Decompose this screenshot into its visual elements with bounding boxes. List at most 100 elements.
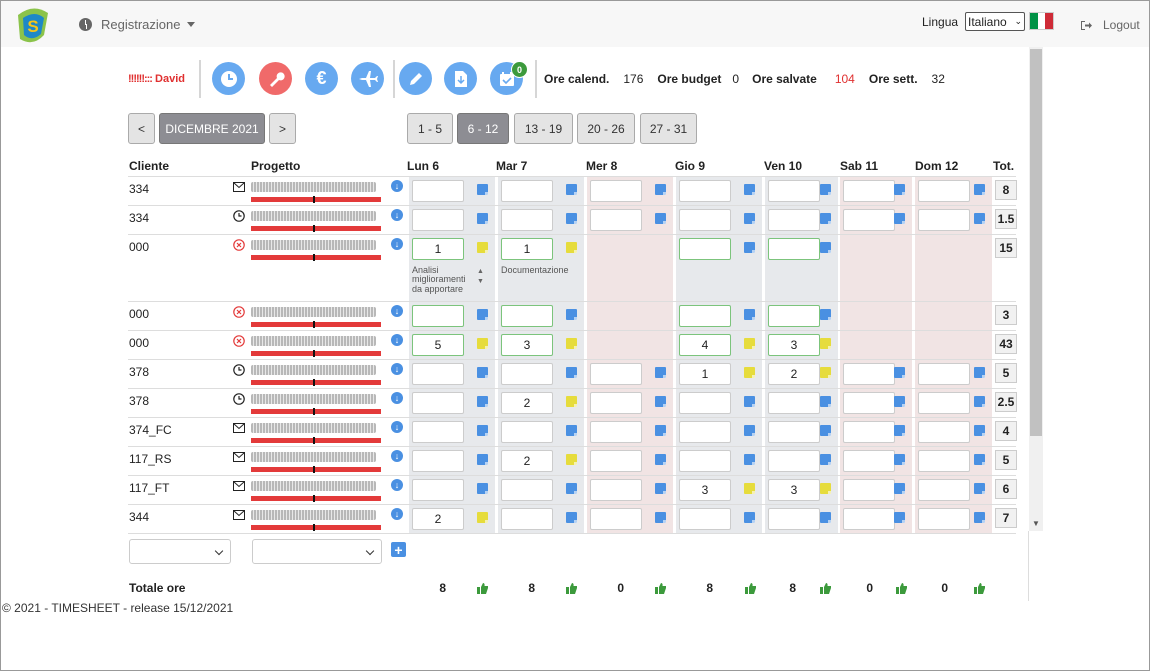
progetto-select[interactable] <box>252 539 382 564</box>
note-icon[interactable] <box>477 338 488 349</box>
hours-input[interactable]: 1 <box>412 238 464 260</box>
hours-input[interactable] <box>918 363 970 385</box>
note-icon[interactable] <box>974 213 985 224</box>
hours-input[interactable]: 5 <box>412 334 464 356</box>
note-icon[interactable] <box>566 425 577 436</box>
expand-down-icon[interactable]: ↓ <box>391 392 403 404</box>
hours-input[interactable] <box>843 508 895 530</box>
hours-input[interactable] <box>768 508 820 530</box>
hours-input[interactable]: 1 <box>679 363 731 385</box>
hours-input[interactable]: 2 <box>501 392 553 414</box>
hours-input[interactable] <box>412 209 464 231</box>
scroll-down-icon[interactable]: ▼ <box>1032 519 1040 528</box>
note-icon[interactable] <box>894 396 905 407</box>
note-icon[interactable] <box>820 184 831 195</box>
hours-input[interactable] <box>918 392 970 414</box>
note-icon[interactable] <box>477 483 488 494</box>
note-icon[interactable] <box>566 454 577 465</box>
note-icon[interactable] <box>974 512 985 523</box>
note-icon[interactable] <box>744 242 755 253</box>
hours-input[interactable] <box>412 363 464 385</box>
note-icon[interactable] <box>974 483 985 494</box>
note-icon[interactable] <box>566 512 577 523</box>
hours-input[interactable] <box>679 392 731 414</box>
expand-down-icon[interactable]: ↓ <box>391 421 403 433</box>
hours-input[interactable] <box>768 450 820 472</box>
note-icon[interactable] <box>744 338 755 349</box>
note-icon[interactable] <box>894 512 905 523</box>
note-icon[interactable] <box>820 425 831 436</box>
hours-input[interactable] <box>501 209 553 231</box>
hours-input[interactable]: 3 <box>679 479 731 501</box>
hours-input[interactable]: 2 <box>501 450 553 472</box>
expand-down-icon[interactable]: ↓ <box>391 238 403 250</box>
hours-input[interactable]: 2 <box>412 508 464 530</box>
hours-input[interactable] <box>679 209 731 231</box>
hours-input[interactable] <box>843 479 895 501</box>
note-icon[interactable] <box>655 184 666 195</box>
note-spinner-icon[interactable]: ▲ ▼ <box>477 268 484 285</box>
note-icon[interactable] <box>744 483 755 494</box>
week-button[interactable]: 27 - 31 <box>640 113 697 144</box>
expand-down-icon[interactable]: ↓ <box>391 450 403 462</box>
hours-input[interactable] <box>590 180 642 202</box>
note-icon[interactable] <box>566 184 577 195</box>
scrollbar-thumb[interactable] <box>1030 49 1042 436</box>
note-icon[interactable] <box>894 454 905 465</box>
note-icon[interactable] <box>894 367 905 378</box>
week-button-active[interactable]: 6 - 12 <box>457 113 509 144</box>
hours-input[interactable] <box>918 180 970 202</box>
note-icon[interactable] <box>974 454 985 465</box>
hours-input[interactable] <box>590 450 642 472</box>
note-icon[interactable] <box>894 483 905 494</box>
hours-input[interactable] <box>843 450 895 472</box>
note-icon[interactable] <box>744 367 755 378</box>
logout-button[interactable]: Logout <box>1080 18 1140 32</box>
note-icon[interactable] <box>744 425 755 436</box>
history-button[interactable] <box>212 62 245 95</box>
note-icon[interactable] <box>820 309 831 320</box>
note-icon[interactable] <box>820 454 831 465</box>
hours-input[interactable]: 3 <box>501 334 553 356</box>
travel-button[interactable] <box>351 62 384 95</box>
hours-input[interactable] <box>501 180 553 202</box>
hours-input[interactable] <box>768 392 820 414</box>
hours-input[interactable] <box>590 209 642 231</box>
hours-input[interactable] <box>768 421 820 443</box>
hours-input[interactable]: 3 <box>768 334 820 356</box>
note-icon[interactable] <box>477 367 488 378</box>
hours-input[interactable] <box>843 392 895 414</box>
note-icon[interactable] <box>477 454 488 465</box>
hours-input[interactable] <box>768 209 820 231</box>
hours-input[interactable] <box>679 450 731 472</box>
hours-input[interactable] <box>501 479 553 501</box>
prev-month-button[interactable]: < <box>128 113 155 144</box>
hours-input[interactable] <box>412 421 464 443</box>
hours-input[interactable] <box>679 508 731 530</box>
expand-down-icon[interactable]: ↓ <box>391 334 403 346</box>
note-icon[interactable] <box>894 184 905 195</box>
add-row-button[interactable]: + <box>391 542 406 557</box>
hours-input[interactable] <box>501 421 553 443</box>
note-icon[interactable] <box>477 425 488 436</box>
hours-input[interactable] <box>768 180 820 202</box>
note-icon[interactable] <box>655 512 666 523</box>
hours-input[interactable] <box>679 238 731 260</box>
hours-input[interactable] <box>918 209 970 231</box>
note-icon[interactable] <box>655 425 666 436</box>
hours-input[interactable] <box>590 392 642 414</box>
hours-input[interactable] <box>412 479 464 501</box>
note-icon[interactable] <box>744 512 755 523</box>
note-icon[interactable] <box>477 309 488 320</box>
hours-input[interactable] <box>918 421 970 443</box>
hours-input[interactable] <box>679 421 731 443</box>
hours-input[interactable] <box>918 508 970 530</box>
language-select[interactable]: Italiano ⌄ <box>965 12 1025 31</box>
note-icon[interactable] <box>477 184 488 195</box>
hours-input[interactable] <box>590 479 642 501</box>
note-icon[interactable] <box>820 338 831 349</box>
hours-input[interactable] <box>412 180 464 202</box>
expand-down-icon[interactable]: ↓ <box>391 479 403 491</box>
hours-input[interactable] <box>918 450 970 472</box>
hours-input[interactable] <box>768 238 820 260</box>
